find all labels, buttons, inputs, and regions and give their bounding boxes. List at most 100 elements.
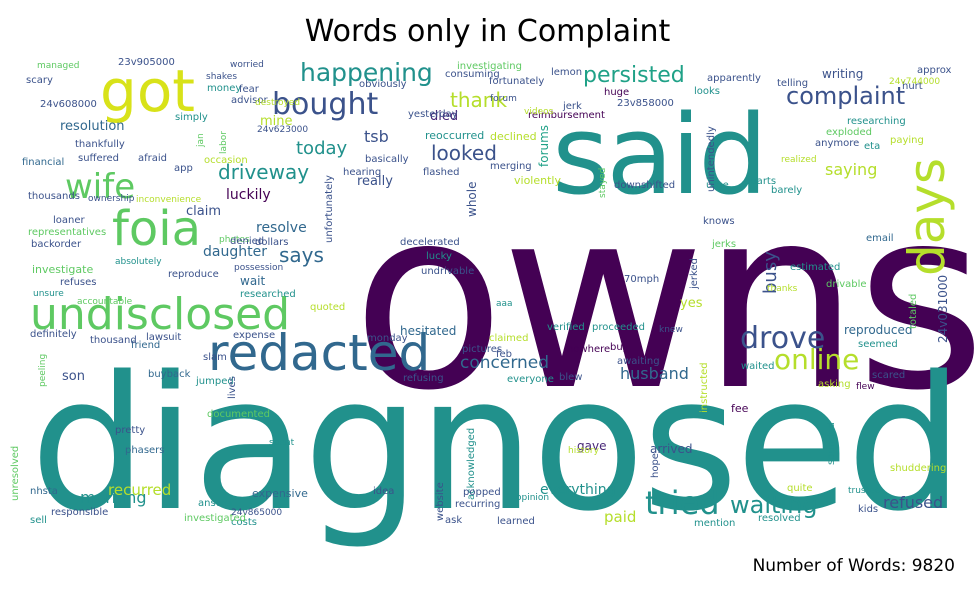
word-lemon: lemon [551,67,583,78]
word-tried: tried [645,484,720,522]
word-son: son [62,369,85,384]
word-shuddering: shuddering [890,463,947,474]
word-resolve: resolve [256,220,307,236]
word-answer: answer [198,498,235,509]
word-monday: monday [367,333,408,344]
word-hurt: hurt [902,81,923,92]
word-loaner: loaner [53,215,85,226]
word-app: app [174,163,193,174]
word-buy: buy [610,342,629,353]
word-unintendedly: unintendedly [706,125,717,192]
word-claimed: claimed [489,333,529,344]
word-seemed: seemed [858,339,898,350]
word-costs: costs [231,517,257,528]
word-online: online [774,343,860,376]
word-responsible: responsible [51,507,109,518]
word-fee: fee [731,402,749,415]
word-sounded: sounded [826,421,837,465]
word-24v623000: 24v623000 [257,125,309,135]
word-reproduced: reproduced [844,323,913,337]
word-24v744000: 24v744000 [889,77,941,87]
word-happening: happening [300,58,433,87]
word-resolved: resolved [758,513,801,524]
word-foia: foia [112,201,202,257]
word-looked: looked [431,141,497,165]
word-financial: financial [22,157,65,168]
word-hearing: hearing [343,167,382,178]
word-verified: verified [547,322,585,333]
word-jerks: jerks [712,239,737,250]
word-resolution: resolution [60,119,125,134]
word-opinion: opinion [516,493,550,503]
word-driveway: driveway [218,160,310,184]
word-absolutely: absolutely [115,257,162,267]
word-thanks: thanks [767,284,798,294]
word-researching: researching [847,116,906,127]
word-thousand: thousand [90,335,137,346]
word-phasers: phasers [125,445,165,456]
word-eta: eta [864,141,881,152]
word-really: really [357,174,393,189]
word-tsb: tsb [364,127,389,146]
word-investigated: investigated [184,513,246,524]
word-reimbursement: reimbursement [528,110,605,121]
word-waited: waited [741,361,775,372]
word-70mph: 70mph [624,274,660,285]
word-everyone: everyone [507,374,554,385]
word-lucky: lucky [426,251,452,262]
word-waiting: waiting [730,491,818,519]
word-apparently: apparently [707,73,761,84]
word-definitely: definitely [30,329,77,340]
word-quoted: quoted [310,302,346,313]
word-knows: knows [703,216,735,227]
word-aaa: aaa [496,299,513,309]
word-buyback: buyback [148,369,191,380]
word-ask: ask [445,515,463,526]
word-expense: expense [233,330,276,341]
word-jan: jan [196,132,206,147]
word-owns: owns [352,154,975,445]
word-pictures: pictures [462,344,503,355]
word-refused: refused [883,493,944,512]
word-mine: mine [260,114,293,129]
word-friend: friend [131,340,161,351]
word-thank: thank [450,88,508,112]
word-morning: morning [80,488,147,507]
word-paying: paying [890,135,924,146]
word-proceeded: proceeded [592,322,646,333]
word-photos: photos [219,235,250,245]
word-fortunately: fortunately [489,76,545,87]
word-ownership: ownership [88,194,135,204]
word-instructed: instructed [699,362,710,413]
word-occasion: occasion [204,155,248,166]
word-possession: possession [234,263,284,273]
word-wait: wait [240,274,266,288]
word-nhsta: nhsta [30,486,58,497]
word-today: today [296,138,348,159]
word-redacted: redacted [208,324,431,382]
word-backorder: backorder [31,239,82,250]
word-24v031000: 24v031000 [936,274,950,343]
word-everything: everything [540,482,616,498]
word-yes: yes [680,296,703,311]
word-sell: sell [30,515,47,526]
word-flew: flew [856,382,875,392]
word-said: said [552,91,768,219]
word-quarts: quarts [744,176,777,187]
word-exploded: exploded [826,127,872,138]
word-learned: learned [497,516,535,527]
word-undisclosed: undisclosed [30,289,291,340]
word-24v608000: 24v608000 [40,99,97,110]
word-violently: violently [514,174,561,187]
word-recurred: recurred [108,481,172,499]
word-researched: researched [240,289,296,300]
word-representatives: representatives [28,227,107,238]
word-slam: slam [203,352,227,363]
word-died: died [430,109,459,124]
word-23v905000: 23v905000 [118,57,175,68]
word-history: history [568,446,599,456]
word-drivable: drivable [826,279,867,290]
word-spent: spent [269,438,295,448]
word-advisor: advisor [231,95,268,106]
